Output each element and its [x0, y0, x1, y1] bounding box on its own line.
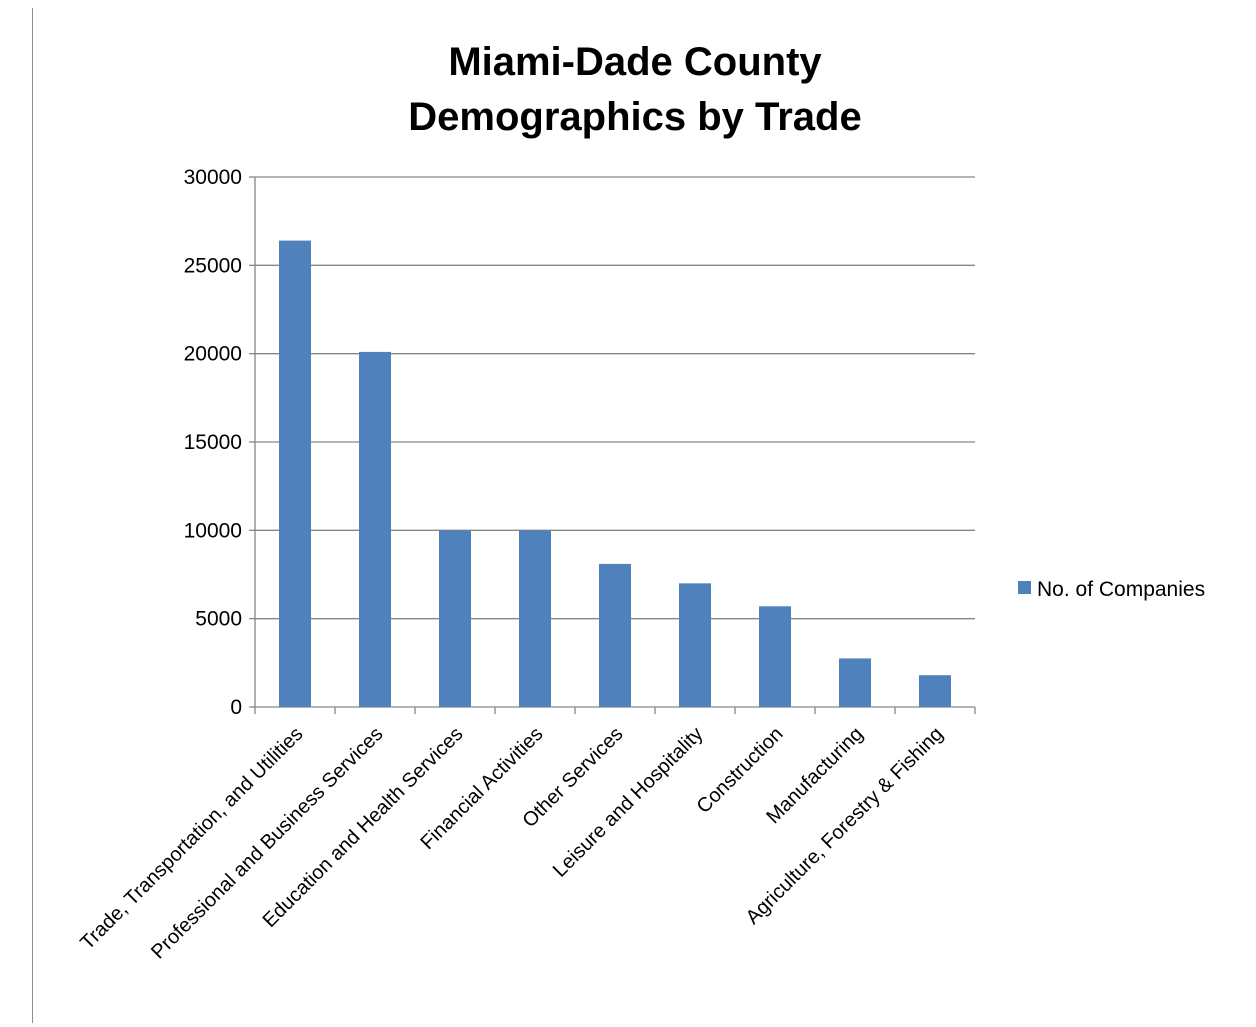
bar	[359, 351, 391, 707]
bar	[599, 563, 631, 707]
y-tick-label: 20000	[184, 343, 242, 366]
legend: No. of Companies	[1018, 578, 1205, 601]
bars	[279, 240, 951, 707]
y-axis-ticks: 0 5000 10000 15000 20000 25000 30000	[184, 166, 255, 719]
x-category-label: Leisure and Hospitality	[549, 723, 708, 882]
bar	[839, 658, 871, 707]
y-tick-label: 30000	[184, 166, 242, 189]
chart-title-line: Miami-Dade County	[448, 40, 822, 84]
bar	[279, 240, 311, 707]
chart-title: Miami-Dade County Demographics by Trade	[408, 40, 861, 139]
y-tick-label: 25000	[184, 254, 242, 277]
y-tick-label: 0	[230, 696, 242, 719]
y-tick-label: 15000	[184, 431, 242, 454]
bar	[439, 530, 471, 707]
y-tick-label: 10000	[184, 519, 242, 542]
bar	[919, 675, 951, 707]
page-border-line	[32, 8, 33, 1023]
legend-label: No. of Companies	[1037, 578, 1205, 601]
bar	[519, 530, 551, 707]
legend-swatch	[1018, 581, 1031, 594]
chart-title-line: Demographics by Trade	[408, 95, 861, 139]
bar	[679, 583, 711, 707]
x-axis-categories: Trade, Transportation, and UtilitiesProf…	[76, 723, 947, 963]
bar	[759, 606, 791, 707]
y-tick-label: 5000	[195, 608, 242, 631]
